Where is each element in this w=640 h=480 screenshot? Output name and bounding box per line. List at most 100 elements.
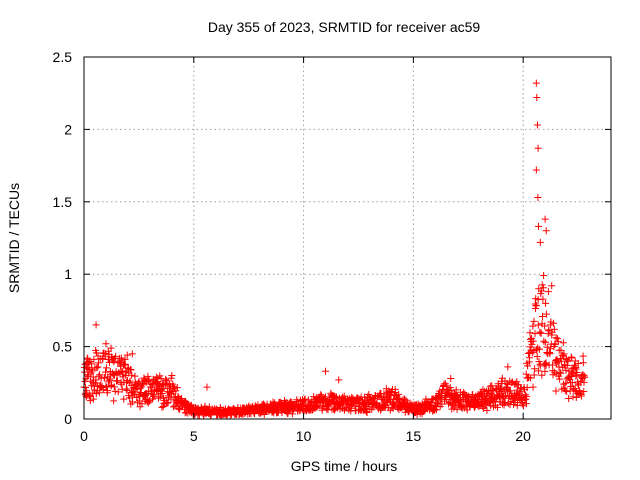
y-tick-label: 0: [64, 411, 72, 427]
data-point: [103, 387, 111, 395]
data-point: [541, 360, 549, 368]
data-point: [168, 372, 176, 380]
data-point: [580, 388, 588, 396]
data-point: [301, 395, 309, 403]
data-point: [534, 321, 542, 329]
axis-ticks: 0 5 10 15 20 0 0.5 1 1.5 2 2.5: [53, 49, 611, 444]
data-point: [126, 377, 134, 385]
data-point: [154, 378, 162, 386]
data-point: [100, 349, 108, 357]
data-point: [115, 369, 123, 377]
data-point: [94, 363, 102, 371]
data-point: [504, 381, 512, 389]
data-point: [535, 367, 543, 375]
data-point: [531, 365, 539, 373]
data-point: [540, 337, 548, 345]
data-point: [573, 368, 581, 376]
data-point: [539, 284, 547, 292]
data-point: [102, 364, 110, 372]
data-point: [564, 357, 572, 365]
data-point: [85, 392, 93, 400]
data-point: [538, 287, 546, 295]
data-point: [333, 393, 341, 401]
data-point: [529, 383, 537, 391]
data-point: [111, 387, 119, 395]
data-point: [530, 347, 538, 355]
data-point: [134, 399, 142, 407]
data-point: [541, 367, 549, 375]
data-point: [532, 302, 540, 310]
data-point: [568, 354, 576, 362]
data-point: [577, 392, 585, 400]
data-point: [536, 328, 544, 336]
data-point: [92, 390, 100, 398]
data-point: [128, 371, 136, 379]
data-point: [581, 373, 589, 381]
data-point: [203, 383, 211, 391]
data-point: [518, 392, 526, 400]
data-point: [127, 366, 135, 374]
data-point: [117, 354, 125, 362]
data-point: [579, 359, 587, 367]
data-point: [157, 375, 165, 383]
data-point: [557, 346, 565, 354]
data-point: [542, 299, 550, 307]
data-point: [134, 379, 142, 387]
data-point: [107, 344, 115, 352]
data-point: [541, 215, 549, 223]
data-point: [506, 387, 514, 395]
data-point: [315, 401, 323, 409]
x-tick-label: 20: [515, 428, 531, 444]
data-point: [559, 339, 567, 347]
x-tick-label: 0: [80, 428, 88, 444]
data-point: [557, 357, 565, 365]
data-point: [110, 397, 118, 405]
data-point: [163, 399, 171, 407]
data-point: [84, 372, 92, 380]
data-point: [453, 405, 461, 413]
data-point: [83, 354, 91, 362]
data-point: [530, 371, 538, 379]
data-point: [92, 321, 100, 329]
data-point: [532, 79, 540, 87]
data-point: [574, 360, 582, 368]
data-point: [335, 376, 343, 384]
data-point: [123, 351, 131, 359]
data-point: [114, 388, 122, 396]
data-point: [102, 368, 110, 376]
data-point: [92, 379, 100, 387]
data-point: [523, 392, 531, 400]
data-point: [129, 398, 137, 406]
data-point: [148, 381, 156, 389]
data-point: [93, 349, 101, 357]
data-point: [560, 350, 568, 358]
data-point: [546, 345, 554, 353]
data-point: [159, 385, 167, 393]
data-point: [527, 374, 535, 382]
data-point: [549, 319, 557, 327]
data-point: [110, 383, 118, 391]
data-point: [95, 389, 103, 397]
data-point: [535, 222, 543, 230]
y-tick-label: 2.5: [53, 49, 73, 65]
x-tick-label: 5: [190, 428, 198, 444]
data-point: [533, 94, 541, 102]
chart-title: Day 355 of 2023, SRMTID for receiver ac5…: [208, 19, 481, 35]
x-tick-label: 15: [406, 428, 422, 444]
data-point: [493, 403, 501, 411]
data-point: [542, 227, 550, 235]
data-point: [562, 366, 570, 374]
data-point: [93, 364, 101, 372]
data-points: [80, 79, 589, 419]
data-point: [488, 382, 496, 390]
data-point: [528, 340, 536, 348]
data-point: [335, 401, 343, 409]
data-point: [159, 402, 167, 410]
data-point: [537, 329, 545, 337]
data-point: [112, 352, 120, 360]
data-point: [163, 377, 171, 385]
data-point: [135, 377, 143, 385]
data-point: [547, 321, 555, 329]
data-point: [569, 393, 577, 401]
